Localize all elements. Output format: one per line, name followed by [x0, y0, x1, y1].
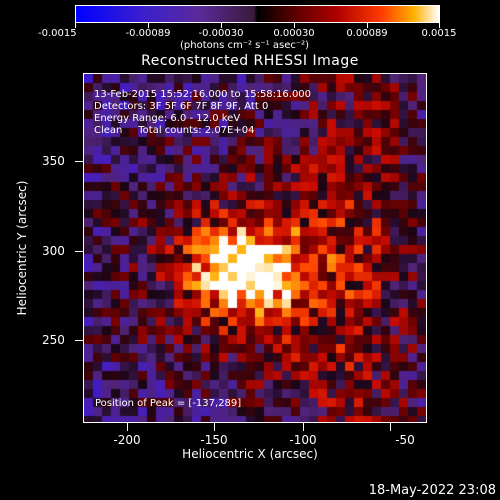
- time-range-text: 13-Feb-2015 15:52:16.000 to 15:58:16.000: [94, 89, 312, 100]
- colorbar-tick-label: 0.00089: [346, 28, 388, 39]
- colorbar-tick: [294, 22, 295, 28]
- colorbar-tick: [148, 22, 149, 28]
- colorbar-tick-label: -0.00089: [125, 28, 171, 39]
- colorbar-tick-label: 0.00030: [273, 28, 315, 39]
- detectors-text: Detectors: 3F 5F 6F 7F 8F 9F, Att 0: [94, 101, 269, 112]
- energy-range-text: Energy Range: 6.0 - 12.0 keV: [94, 113, 241, 124]
- y-tick-label: 300: [42, 244, 65, 258]
- x-tick: [214, 423, 215, 431]
- x-tick: [303, 423, 304, 431]
- colorbar: [75, 5, 440, 23]
- y-tick: [75, 161, 83, 162]
- x-axis-label: Heliocentric X (arcsec): [182, 447, 318, 461]
- clean-counts-text: Clean Total counts: 2.07E+04: [94, 125, 255, 136]
- colorbar-tick: [221, 22, 222, 28]
- y-tick-label: 350: [42, 154, 65, 168]
- colorbar-units: (photons cm⁻² s⁻¹ asec⁻²): [180, 40, 310, 51]
- x-tick: [127, 423, 128, 431]
- colorbar-tick-label: 0.0015: [421, 28, 457, 39]
- heatmap-canvas: [84, 74, 426, 422]
- colorbar-tick: [367, 22, 368, 28]
- x-tick: [390, 423, 391, 431]
- peak-position-text: Position of Peak = [-137,289]: [95, 398, 242, 409]
- x-tick-label: -100: [289, 433, 317, 447]
- colorbar-tick: [439, 22, 440, 28]
- image-title: Reconstructed RHESSI Image: [141, 53, 359, 69]
- colorbar-tick-label: -0.0015: [38, 28, 77, 39]
- y-axis-label: Heliocentric Y (arcsec): [15, 180, 29, 316]
- timestamp: 18-May-2022 23:08: [368, 483, 496, 498]
- y-tick: [75, 251, 83, 252]
- x-tick-label: -150: [200, 433, 228, 447]
- image-plot: 13-Feb-2015 15:52:16.000 to 15:58:16.000…: [83, 73, 427, 423]
- x-tick-label: -200: [113, 433, 141, 447]
- y-tick-label: 250: [42, 333, 65, 347]
- y-tick: [75, 340, 83, 341]
- colorbar-tick-label: -0.00030: [198, 28, 244, 39]
- x-tick-label: -50: [395, 433, 415, 447]
- colorbar-tick: [75, 22, 76, 28]
